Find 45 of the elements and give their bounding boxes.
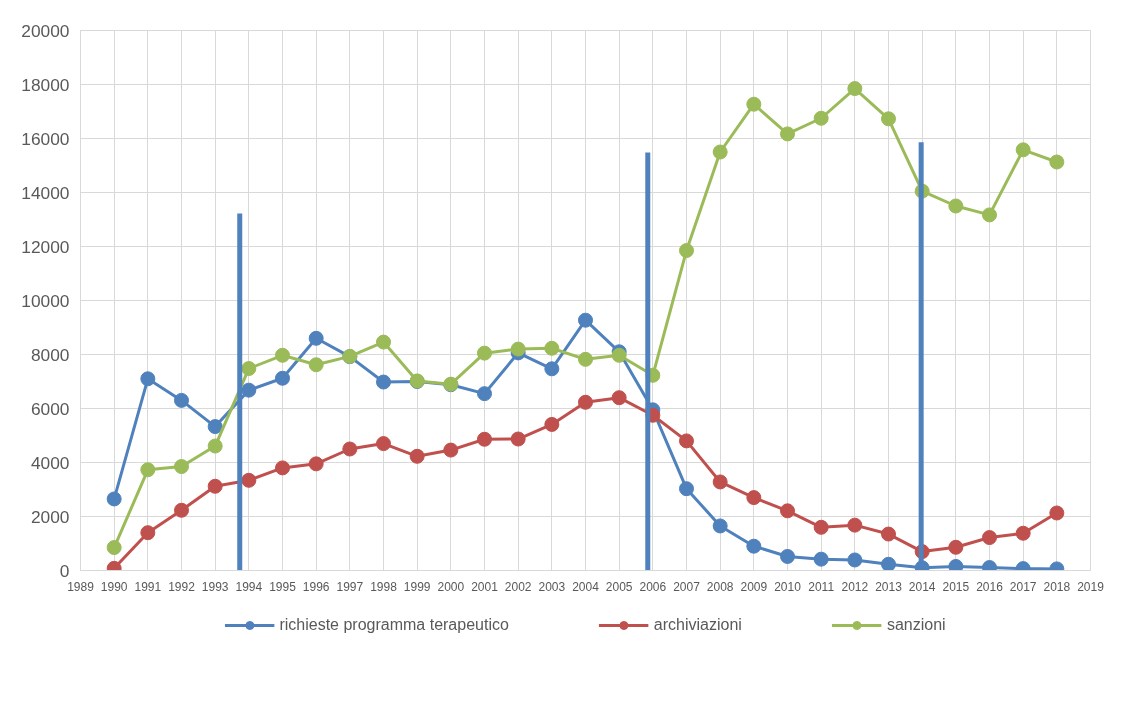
- x-tick-label: 2013: [875, 579, 903, 594]
- x-tick-label: 2004: [572, 579, 600, 594]
- x-tick-label: 2007: [673, 579, 701, 594]
- x-tick-label: 2017: [1009, 579, 1037, 594]
- y-tick-label: 8000: [30, 344, 70, 365]
- y-tick-label: 16000: [21, 128, 70, 149]
- x-tick-label: 2015: [942, 579, 970, 594]
- x-tick-label: 1996: [302, 579, 330, 594]
- x-tick-label: 1993: [201, 579, 229, 594]
- x-tick-label: 2011: [808, 579, 835, 594]
- x-tick-label: 1989: [67, 579, 95, 594]
- x-tick-label: 1992: [168, 579, 196, 594]
- x-tick-label: 2009: [740, 579, 768, 594]
- x-tick-label: 1998: [370, 579, 398, 594]
- x-tick-label: 1994: [235, 579, 263, 594]
- x-tick-label: 2018: [1043, 579, 1071, 594]
- y-tick-label: 18000: [21, 74, 70, 95]
- y-tick-label: 10000: [21, 290, 70, 311]
- y-tick-label: 20000: [21, 20, 70, 41]
- x-tick-label: 2014: [908, 579, 936, 594]
- y-tick-label: 0: [59, 560, 70, 581]
- x-tick-label: 1991: [134, 579, 162, 594]
- legend-label: richieste programma terapeutico: [279, 616, 509, 634]
- x-tick-label: 2003: [538, 579, 566, 594]
- x-tick-label: 2000: [437, 579, 465, 594]
- x-tick-label: 1995: [269, 579, 297, 594]
- y-tick-label: 14000: [21, 182, 70, 203]
- x-tick-label: 2012: [841, 579, 869, 594]
- x-tick-label: 2005: [605, 579, 633, 594]
- x-tick-label: 2008: [706, 579, 734, 594]
- x-tick-label: 2001: [471, 579, 499, 594]
- x-tick-label: 1997: [336, 579, 364, 594]
- x-tick-label: 2019: [1077, 579, 1105, 594]
- y-tick-label: 12000: [21, 236, 70, 257]
- y-tick-label: 6000: [30, 398, 70, 419]
- legend-label: sanzioni: [886, 616, 946, 634]
- legend-label: archiviazioni: [653, 616, 742, 634]
- y-tick-label: 2000: [30, 506, 70, 527]
- x-tick-label: 1999: [403, 579, 431, 594]
- x-tick-label: 2016: [976, 579, 1004, 594]
- x-tick-label: 1990: [100, 579, 128, 594]
- y-tick-label: 4000: [30, 452, 70, 473]
- x-tick-label: 2010: [774, 579, 802, 594]
- x-tick-label: 2002: [504, 579, 532, 594]
- x-tick-label: 2006: [639, 579, 667, 594]
